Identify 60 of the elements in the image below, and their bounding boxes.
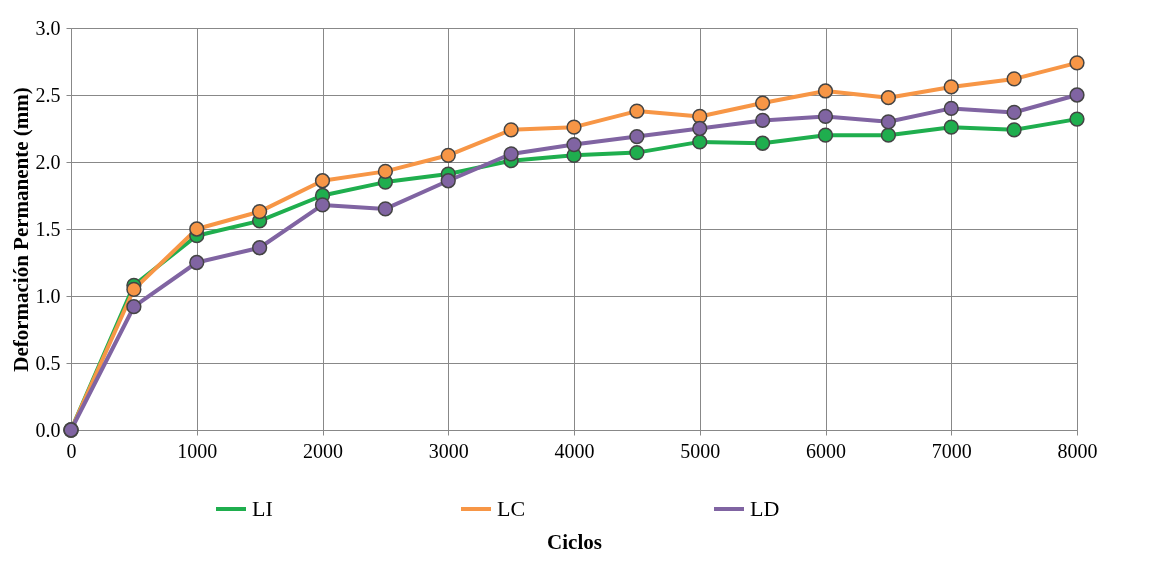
x-tick-label: 5000 [680,439,721,462]
point [314,197,331,213]
point [503,122,519,138]
point [880,127,897,143]
point [817,127,834,143]
point [377,163,394,180]
point [314,173,331,189]
point [817,108,834,125]
x-tick-label: 0 [66,439,77,462]
x-tick-label: 4000 [554,439,595,462]
x-tick-label: 2000 [303,439,343,462]
point [754,112,771,129]
y-tick-label: 0.0 [35,418,61,441]
x-axis-title: Ciclos [547,529,602,554]
point [754,135,771,151]
point [1069,111,1085,127]
legend-label: LI [252,496,273,521]
y-tick-label: 0.5 [35,351,61,374]
point [880,114,897,130]
x-tick-label: 7000 [931,439,972,462]
point [1069,87,1085,103]
point [1006,122,1022,138]
x-tick-label: 3000 [428,439,469,462]
point [566,119,582,135]
point [251,203,268,220]
y-axis-title: Deformación Permanente (mm) [8,87,33,372]
point [1006,104,1022,121]
y-tick-label: 1.5 [35,217,61,240]
point [629,128,645,145]
x-tick-label: 1000 [177,439,218,462]
point [440,147,456,163]
point [692,120,708,137]
y-tick-label: 2.5 [35,83,61,106]
point [880,90,897,106]
y-tick-label: 2.0 [35,150,61,173]
x-tick-label: 6000 [806,439,846,462]
point [251,240,268,256]
point [692,134,708,150]
point [440,173,456,189]
point [943,79,959,95]
y-tick-label: 3.0 [35,16,61,39]
point [189,254,205,271]
point [629,103,645,119]
point [126,299,142,315]
point [943,119,959,135]
y-tick-label: 1.0 [35,284,61,307]
legend-label: LC [497,496,526,521]
point [1069,55,1085,71]
point [943,100,959,117]
point [1006,71,1022,87]
point [817,83,834,99]
point [629,144,645,161]
point [754,95,771,111]
point [189,221,205,237]
x-tick-label: 8000 [1057,439,1098,462]
point [566,136,582,153]
point [377,201,394,217]
point [126,281,142,297]
legend-label: LD [750,496,780,521]
point [503,146,519,162]
